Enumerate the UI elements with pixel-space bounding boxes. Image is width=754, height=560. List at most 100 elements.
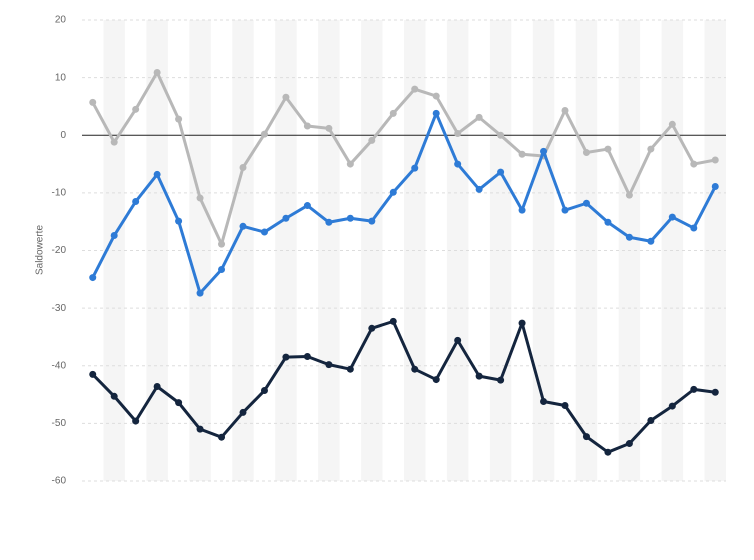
data-point <box>346 160 354 168</box>
series-line <box>91 319 716 454</box>
y-tick-label: -30 <box>52 303 67 314</box>
data-point <box>389 109 397 117</box>
data-point <box>711 183 719 191</box>
data-point <box>368 324 376 332</box>
data-point <box>604 218 612 226</box>
data-point <box>153 382 161 390</box>
data-point <box>218 266 226 274</box>
data-point <box>432 109 440 117</box>
y-axis-label: Saldowerte <box>35 225 46 275</box>
data-point <box>153 68 161 76</box>
data-point <box>668 402 676 410</box>
data-point <box>260 228 268 236</box>
data-point <box>454 160 462 168</box>
y-tick-label: -40 <box>52 360 67 371</box>
y-tick-label: -50 <box>52 418 67 429</box>
data-point <box>282 93 290 101</box>
y-tick-label: -20 <box>52 245 67 256</box>
data-point <box>325 218 333 226</box>
data-point <box>303 353 311 361</box>
data-point <box>582 199 590 207</box>
y-tick-label: 10 <box>55 72 67 83</box>
data-point <box>582 433 590 441</box>
data-point <box>711 388 719 396</box>
y-tick-label: -60 <box>52 476 67 487</box>
data-point <box>432 92 440 100</box>
data-point <box>282 214 290 222</box>
data-point <box>325 361 333 369</box>
data-point <box>647 237 655 245</box>
data-point <box>196 289 204 297</box>
data-point <box>647 416 655 424</box>
data-point <box>604 448 612 456</box>
data-point <box>346 214 354 222</box>
data-point <box>346 365 354 373</box>
data-point <box>89 98 97 106</box>
data-point <box>518 150 526 158</box>
data-point <box>497 131 505 139</box>
data-point <box>196 194 204 202</box>
data-point <box>454 130 462 138</box>
data-point <box>518 319 526 327</box>
data-point <box>647 145 655 153</box>
data-point <box>411 365 419 373</box>
data-point <box>475 372 483 380</box>
y-tick-label: -10 <box>52 188 67 199</box>
data-point <box>497 168 505 176</box>
data-point <box>325 124 333 132</box>
data-point <box>389 317 397 325</box>
data-point <box>175 115 183 123</box>
data-point <box>411 85 419 93</box>
data-point <box>132 417 140 425</box>
data-point <box>239 164 247 172</box>
data-point <box>153 170 161 178</box>
data-point <box>260 387 268 395</box>
data-point <box>89 370 97 378</box>
data-point <box>132 105 140 113</box>
data-point <box>239 408 247 416</box>
data-point <box>690 224 698 232</box>
data-point <box>218 433 226 441</box>
data-point <box>561 106 569 114</box>
data-point <box>411 164 419 172</box>
data-point <box>540 397 548 405</box>
data-point <box>540 147 548 155</box>
data-point <box>218 240 226 248</box>
data-point <box>175 399 183 407</box>
data-point <box>260 130 268 138</box>
data-point <box>303 122 311 130</box>
data-point <box>368 217 376 225</box>
data-point <box>668 213 676 221</box>
data-point <box>110 232 118 240</box>
data-point <box>239 222 247 230</box>
data-point <box>497 376 505 384</box>
data-point <box>303 202 311 210</box>
y-tick-label: 20 <box>55 15 67 26</box>
data-point <box>89 274 97 282</box>
series-line <box>91 111 717 295</box>
y-tick-label: 0 <box>60 130 66 141</box>
data-point <box>282 353 290 361</box>
data-point <box>625 233 633 241</box>
data-point <box>582 149 590 157</box>
data-point <box>690 385 698 393</box>
data-point <box>110 138 118 146</box>
data-point <box>690 160 698 168</box>
data-point <box>175 217 183 225</box>
data-point <box>368 136 376 144</box>
data-point <box>196 425 204 433</box>
data-point <box>518 206 526 214</box>
data-point <box>432 376 440 384</box>
data-point <box>625 191 633 199</box>
series-line <box>91 70 716 246</box>
data-point <box>475 185 483 193</box>
data-point <box>110 392 118 400</box>
data-point <box>604 145 612 153</box>
data-point <box>561 206 569 214</box>
data-point <box>475 113 483 121</box>
data-point <box>625 440 633 448</box>
data-point <box>668 120 676 128</box>
data-point <box>454 336 462 344</box>
data-point <box>389 188 397 196</box>
